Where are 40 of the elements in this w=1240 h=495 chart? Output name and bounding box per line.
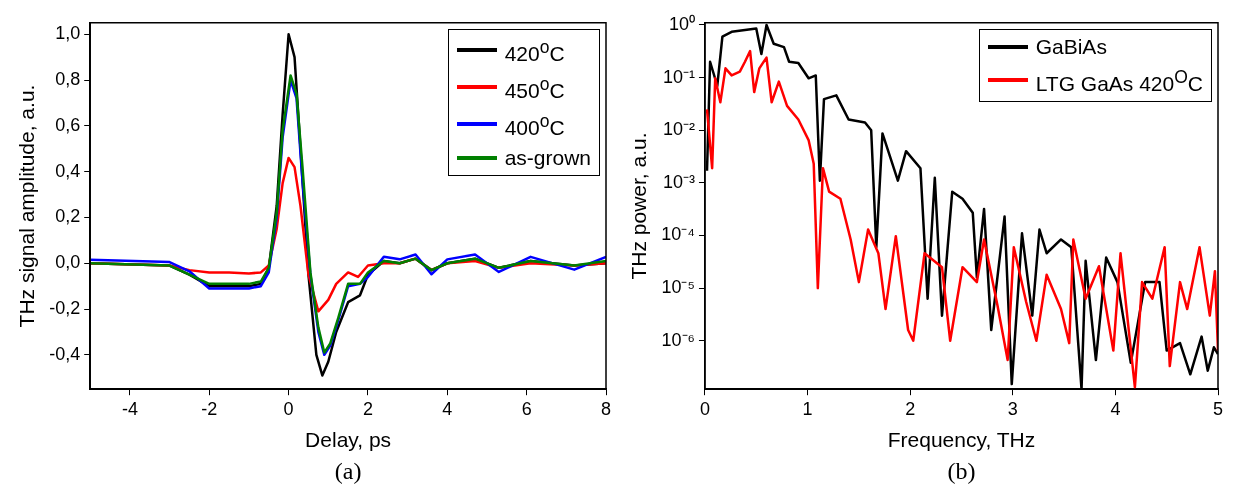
y-axis-title: THz signal amplitude, a.u. bbox=[15, 84, 39, 328]
x-tick-label: 0 bbox=[699, 398, 710, 419]
y-tick-label: -0,2 bbox=[49, 298, 81, 319]
legend-label: GaBiAs bbox=[1035, 33, 1107, 60]
x-tick-label: 2 bbox=[905, 398, 916, 419]
y-tick-label: 10⁻⁵ bbox=[661, 277, 695, 298]
y-tick-label: 0,2 bbox=[55, 206, 81, 227]
y-axis-title: THz power, a.u. bbox=[627, 132, 651, 280]
x-tick-label: -4 bbox=[121, 398, 138, 419]
y-tick-label: 0,8 bbox=[55, 69, 81, 90]
y-tick-label: -0,4 bbox=[49, 343, 81, 364]
x-tick-label: 2 bbox=[362, 398, 373, 419]
x-tick-label: 0 bbox=[283, 398, 294, 419]
y-tick-label: 10⁻² bbox=[662, 119, 695, 140]
x-tick-label: 8 bbox=[600, 398, 612, 419]
x-tick-label: 1 bbox=[802, 398, 813, 419]
y-tick-label: 10⁻⁶ bbox=[661, 329, 695, 350]
y-tick-label: 10⁻³ bbox=[662, 171, 695, 192]
y-tick-label: 0,0 bbox=[55, 252, 81, 273]
y-tick-label: 1,0 bbox=[55, 23, 81, 44]
x-tick-label: -2 bbox=[201, 398, 218, 419]
legend-label: as-grown bbox=[504, 144, 591, 171]
x-tick-label: 4 bbox=[1110, 398, 1121, 419]
x-tick-label: 3 bbox=[1007, 398, 1018, 419]
legend-label: 400$^{o}$C bbox=[504, 109, 565, 141]
legend-label: 450$^{o}$C bbox=[504, 72, 565, 104]
y-tick-label: 10⁻⁴ bbox=[661, 224, 695, 245]
x-axis-title: Frequency, THz bbox=[887, 428, 1036, 452]
y-tick-label: 0,4 bbox=[55, 160, 81, 181]
y-tick-label: 10⁻¹ bbox=[662, 66, 695, 87]
legend-label: 420$^{o}$C bbox=[504, 35, 565, 67]
text: (a) bbox=[333, 458, 363, 485]
y-tick-label: 10⁰ bbox=[668, 13, 695, 34]
y-tick-label: 0,6 bbox=[55, 114, 81, 135]
x-tick-label: 4 bbox=[442, 398, 453, 419]
x-axis-title: Delay, ps bbox=[305, 428, 392, 452]
x-tick-label: 6 bbox=[521, 398, 532, 419]
text: (b) bbox=[946, 458, 977, 485]
x-tick-label: 5 bbox=[1212, 398, 1224, 419]
legend-label: LTG GaAs 420$^{O}$C bbox=[1035, 65, 1203, 97]
